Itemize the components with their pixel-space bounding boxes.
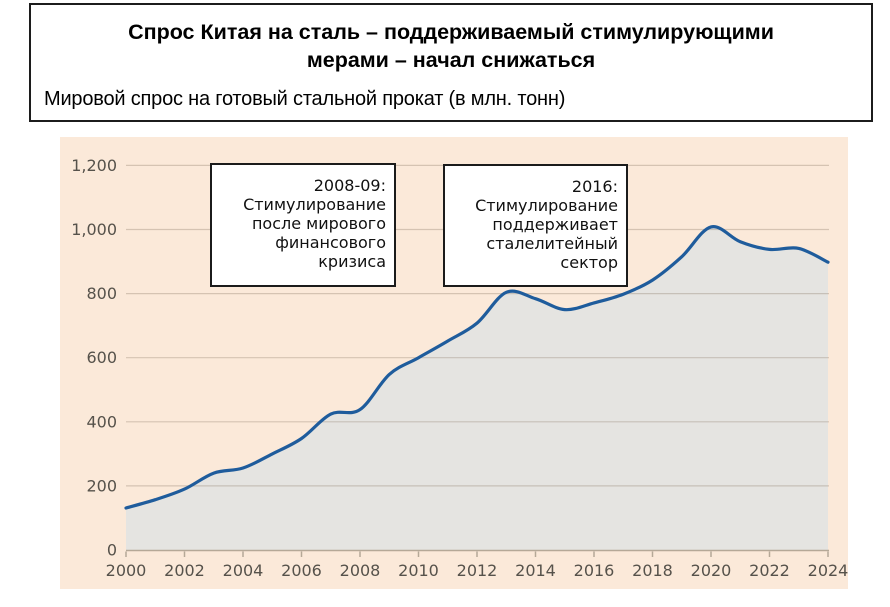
x-axis-label: 2012 (457, 561, 498, 580)
x-axis-label: 2000 (106, 561, 147, 580)
steel-demand-line-chart: 2000 2002 2004 2006 2008 2010 2012 2014 2016 2018… (71, 156, 848, 580)
annotation-line: после мирового (251, 214, 386, 233)
annotation-box-2008: 2008-09: Стимулирование после мирового ф… (210, 163, 396, 287)
y-axis-label: 800 (86, 284, 117, 303)
annotation-line: поддерживает (492, 215, 618, 234)
x-axis-label: 2008 (340, 561, 381, 580)
x-axis-label: 2018 (632, 561, 673, 580)
x-axis-label: 2010 (398, 561, 439, 580)
x-axis-label: 2006 (281, 561, 322, 580)
header-box: Спрос Китая на сталь – поддерживаемый ст… (29, 3, 873, 122)
y-axis-label: 1,200 (71, 156, 117, 175)
x-axis-label: 2022 (749, 561, 790, 580)
demand-area (126, 226, 828, 550)
annotation-line: сектор (560, 253, 618, 272)
annotation-line: кризиса (318, 252, 386, 271)
chart-panel: 2000 2002 2004 2006 2008 2010 2012 2014 2016 2018… (60, 137, 848, 589)
y-axis-label: 1,000 (71, 220, 117, 239)
annotation-line: Стимулирование (243, 195, 386, 214)
x-axis-label: 2002 (164, 561, 205, 580)
annotation-line: финансового (275, 233, 386, 252)
chart-subtitle: Мировой спрос на готовый стальной прокат… (44, 88, 566, 110)
y-axis-label: 200 (86, 476, 117, 495)
x-axis-label: 2004 (223, 561, 264, 580)
demand-line (124, 225, 830, 510)
y-axis-label: 600 (86, 348, 117, 367)
y-axis-label: 400 (86, 412, 117, 431)
annotation-line: 2008-09: (313, 176, 386, 195)
x-axis-label: 2020 (691, 561, 732, 580)
y-axis-label: 0 (107, 541, 117, 560)
x-axis-label: 2016 (574, 561, 615, 580)
annotation-line: Стимулирование (475, 196, 618, 215)
annotation-line: 2016: (571, 177, 618, 196)
chart-title: Спрос Китая на сталь – поддерживаемый ст… (128, 20, 774, 72)
annotation-line: сталелитейный (486, 234, 618, 253)
x-axis-label: 2024 (808, 561, 848, 580)
annotation-box-2016: 2016: Стимулирование поддерживает сталел… (443, 164, 628, 287)
x-axis-label: 2014 (515, 561, 556, 580)
